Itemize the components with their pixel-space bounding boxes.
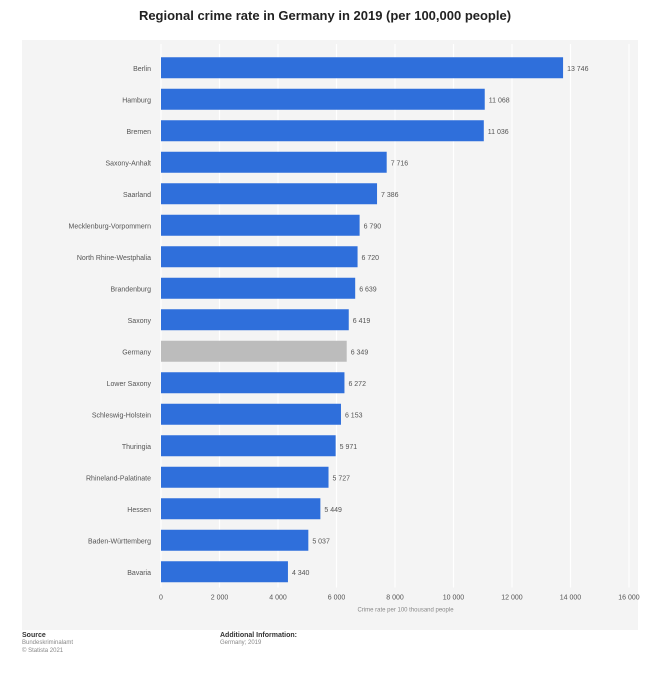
category-label: Bremen	[126, 129, 151, 136]
bar	[161, 277, 356, 299]
bar	[161, 498, 321, 520]
value-label: 5 727	[333, 475, 351, 482]
x-tick-label: 16 000	[618, 595, 640, 602]
value-label: 13 746	[567, 66, 589, 73]
chart-title: Regional crime rate in Germany in 2019 (…	[138, 8, 512, 23]
value-label: 6 639	[359, 286, 377, 293]
value-label: 6 153	[345, 412, 363, 419]
bar	[161, 88, 485, 110]
value-label: 5 449	[324, 507, 342, 514]
category-label: Mecklenburg-Vorpommern	[69, 223, 152, 230]
category-label: Saxony-Anhalt	[105, 160, 151, 167]
value-label: 7 386	[381, 192, 399, 199]
category-label: Lower Saxony	[107, 381, 152, 388]
x-tick-label: 6 000	[328, 595, 346, 602]
value-label: 6 720	[362, 255, 380, 262]
source-line: Bundeskriminalamt	[22, 640, 74, 646]
source-line: © Statista 2021	[22, 648, 64, 654]
value-label: 4 340	[292, 570, 310, 577]
bar	[161, 183, 378, 205]
value-label: 6 272	[348, 381, 366, 388]
category-label: Saxony	[128, 318, 152, 325]
category-label: Berlin	[133, 66, 151, 73]
additional-info-block: Additional Information: Germany; 2019	[220, 632, 297, 647]
category-label: Germany	[122, 349, 151, 356]
additional-info-line: Germany; 2019	[220, 640, 262, 646]
bar	[161, 561, 288, 583]
value-label: 6 790	[364, 223, 382, 230]
category-label: Rhineland-Palatinate	[86, 475, 151, 482]
additional-info-label: Additional Information:	[220, 632, 297, 639]
x-tick-label: 2 000	[211, 595, 229, 602]
category-label: Schleswig-Holstein	[92, 412, 151, 419]
category-label: North Rhine-Westphalia	[77, 255, 151, 262]
source-block: Source Bundeskriminalamt © Statista 2021	[22, 632, 73, 655]
category-label: Saarland	[123, 192, 151, 199]
category-label: Thuringia	[122, 444, 151, 451]
category-label: Brandenburg	[111, 286, 152, 293]
value-label: 5 037	[312, 538, 330, 545]
bar	[161, 214, 360, 236]
category-label: Baden-Württemberg	[88, 538, 151, 545]
x-tick-label: 10 000	[443, 595, 465, 602]
bar	[161, 151, 387, 173]
value-label: 7 716	[391, 160, 409, 167]
value-label: 11 068	[489, 97, 510, 104]
bar	[161, 466, 329, 488]
value-label: 5 971	[340, 444, 358, 451]
bar	[161, 403, 341, 425]
category-label: Bavaria	[127, 570, 151, 577]
bar	[161, 372, 345, 394]
value-label: 6 419	[353, 318, 371, 325]
bar	[161, 529, 309, 551]
bar	[161, 309, 349, 331]
value-label: 11 036	[488, 129, 509, 136]
x-tick-label: 14 000	[560, 595, 582, 602]
bar	[161, 57, 564, 79]
bar	[161, 246, 358, 268]
x-tick-label: 8 000	[386, 595, 404, 602]
x-tick-label: 0	[159, 595, 163, 602]
category-label: Hessen	[127, 507, 151, 514]
bar	[161, 435, 336, 457]
value-label: 6 349	[351, 349, 369, 356]
x-tick-label: 12 000	[501, 595, 523, 602]
bar	[161, 340, 347, 362]
category-label: Hamburg	[122, 97, 151, 104]
source-label: Source	[22, 632, 46, 639]
x-tick-label: 4 000	[269, 595, 287, 602]
bar	[161, 120, 484, 142]
x-axis-label: Crime rate per 100 thousand people	[357, 608, 454, 614]
